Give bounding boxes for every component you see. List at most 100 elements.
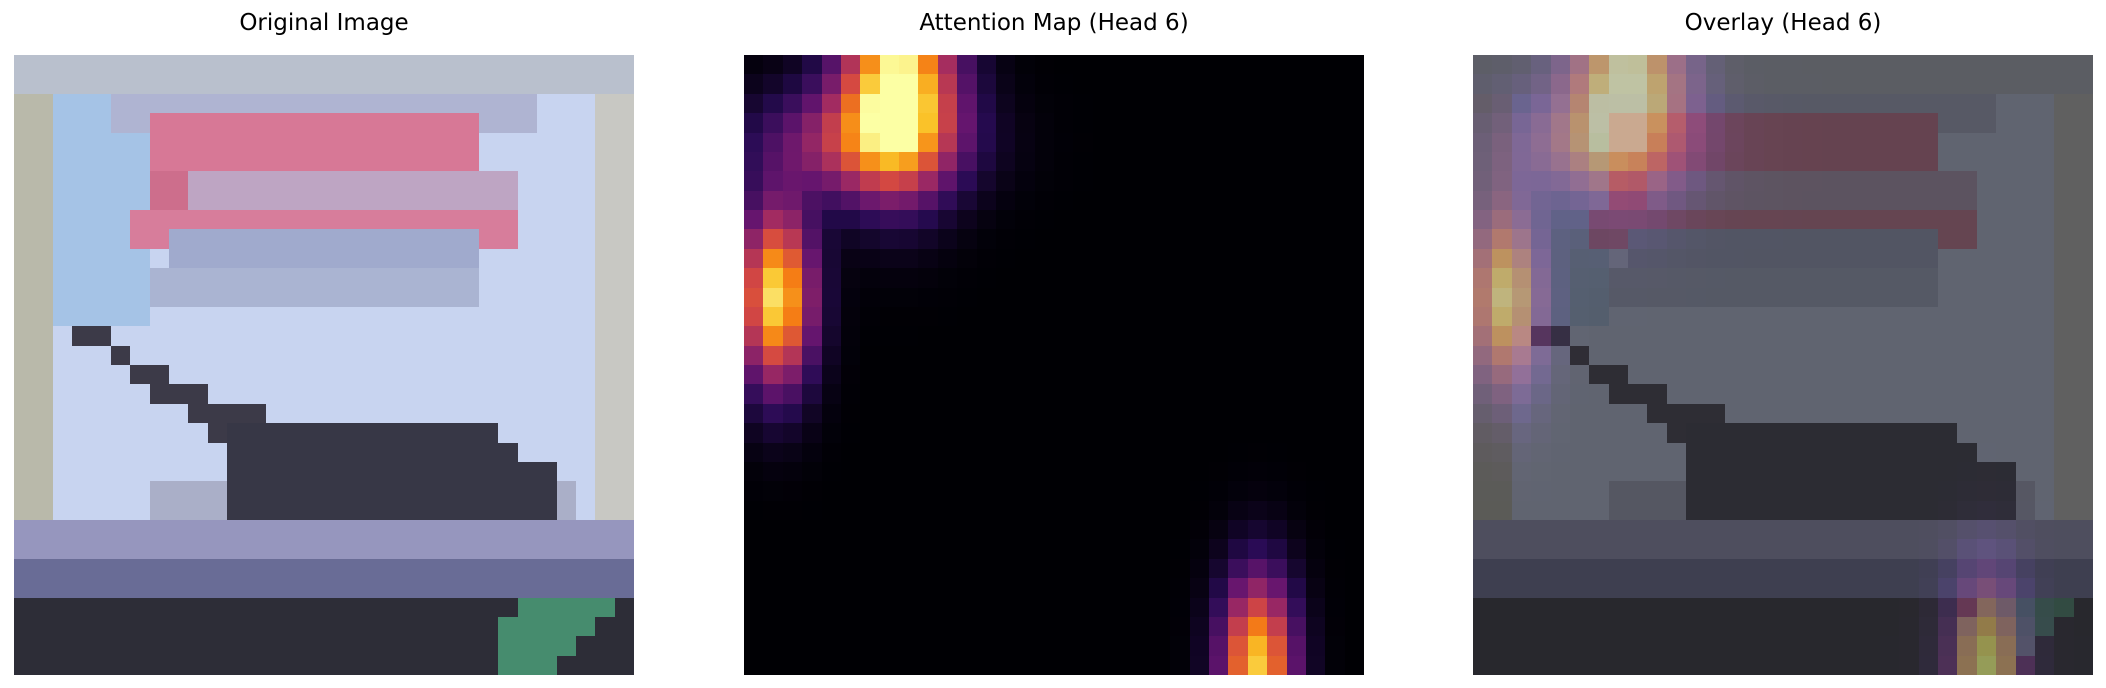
attention-cell	[1150, 616, 1171, 637]
attention-cell	[1267, 558, 1287, 579]
original-pixel	[575, 190, 596, 210]
overlay-pixel	[1976, 132, 1997, 152]
original-pixel	[72, 151, 92, 172]
attention-cell	[1247, 113, 1268, 133]
original-pixel	[459, 558, 479, 579]
original-pixel	[517, 655, 538, 675]
attention-cell	[1247, 636, 1268, 656]
overlay-pixel	[2034, 558, 2055, 579]
attention-cell	[802, 500, 822, 520]
overlay-pixel	[2054, 248, 2074, 269]
attention-cell	[1034, 248, 1054, 269]
original-pixel	[575, 520, 596, 540]
original-pixel	[246, 578, 266, 598]
original-pixel	[188, 268, 208, 288]
original-pixel	[169, 229, 189, 249]
attention-cell	[899, 55, 919, 75]
overlay-pixel	[1724, 636, 1745, 656]
attention-cell	[1228, 636, 1248, 656]
original-pixel	[401, 539, 421, 559]
overlay-pixel	[1763, 151, 1783, 172]
original-pixel	[227, 442, 247, 462]
attention-cell	[879, 423, 899, 443]
original-pixel	[188, 616, 208, 637]
attention-cell	[1267, 616, 1287, 637]
overlay-pixel	[1783, 55, 1803, 75]
original-pixel	[52, 345, 73, 365]
original-pixel	[420, 306, 441, 327]
original-pixel	[207, 461, 228, 482]
attention-cell	[899, 520, 919, 540]
attention-cell	[1092, 113, 1113, 133]
original-pixel	[517, 423, 538, 443]
original-pixel	[207, 248, 228, 269]
attention-cell	[1344, 520, 1364, 540]
attention-cell	[937, 171, 958, 191]
overlay-pixel	[2015, 616, 2035, 637]
attention-cell	[763, 151, 783, 172]
original-pixel	[169, 113, 189, 133]
original-pixel	[614, 210, 634, 230]
original-pixel	[498, 520, 518, 540]
attention-cell	[1344, 578, 1364, 598]
overlay-pixel	[2073, 132, 2093, 152]
overlay-pixel	[1550, 132, 1570, 152]
overlay-pixel	[1473, 365, 1493, 385]
overlay-pixel	[1996, 636, 2016, 656]
attention-cell	[1305, 558, 1326, 579]
overlay-panel: Overlay (Head 6)	[1473, 0, 2093, 688]
original-pixel	[382, 248, 402, 269]
overlay-pixel	[1879, 481, 1900, 501]
original-pixel	[265, 481, 286, 501]
original-pixel	[343, 306, 363, 327]
attention-cell	[1344, 55, 1364, 75]
original-pixel	[517, 74, 538, 94]
original-pixel	[52, 423, 73, 443]
original-pixel	[517, 520, 538, 540]
overlay-pixel	[1802, 403, 1822, 424]
attention-cell	[957, 500, 977, 520]
overlay-pixel	[1783, 636, 1803, 656]
overlay-pixel	[1666, 365, 1687, 385]
overlay-pixel	[2073, 558, 2093, 579]
overlay-pixel	[2073, 616, 2093, 637]
overlay-pixel	[1531, 113, 1551, 133]
original-pixel	[537, 326, 557, 346]
overlay-pixel	[1957, 520, 1977, 540]
overlay-pixel	[2015, 248, 2035, 269]
overlay-pixel	[1821, 287, 1842, 307]
attention-cell	[937, 113, 958, 133]
attention-cell	[937, 74, 958, 94]
overlay-pixel	[1686, 365, 1706, 385]
attention-cell	[1209, 655, 1229, 675]
original-pixel	[188, 539, 208, 559]
attention-cell	[1286, 442, 1306, 462]
original-pixel	[285, 539, 305, 559]
overlay-pixel	[1492, 423, 1512, 443]
original-pixel	[324, 578, 344, 598]
attention-cell	[1092, 636, 1113, 656]
overlay-pixel	[1531, 539, 1551, 559]
original-pixel	[556, 403, 576, 424]
attention-cell	[1054, 384, 1074, 404]
overlay-pixel	[1744, 171, 1764, 191]
attention-cell	[1228, 229, 1248, 249]
overlay-pixel	[1860, 578, 1880, 598]
attention-cell	[1228, 171, 1248, 191]
overlay-pixel	[2034, 113, 2055, 133]
attention-cell	[763, 132, 783, 152]
original-pixel	[285, 93, 305, 114]
original-pixel	[265, 597, 286, 617]
overlay-pixel	[1783, 597, 1803, 617]
attention-cell	[840, 539, 861, 559]
attention-cell	[763, 616, 783, 637]
attention-cell	[821, 171, 841, 191]
attention-cell	[782, 93, 803, 114]
original-pixel	[517, 268, 538, 288]
overlay-pixel	[1783, 74, 1803, 94]
attention-cell	[1209, 268, 1229, 288]
attention-cell	[1267, 326, 1287, 346]
original-pixel	[265, 326, 286, 346]
overlay-pixel	[1589, 132, 1609, 152]
attention-cell	[1247, 151, 1268, 172]
